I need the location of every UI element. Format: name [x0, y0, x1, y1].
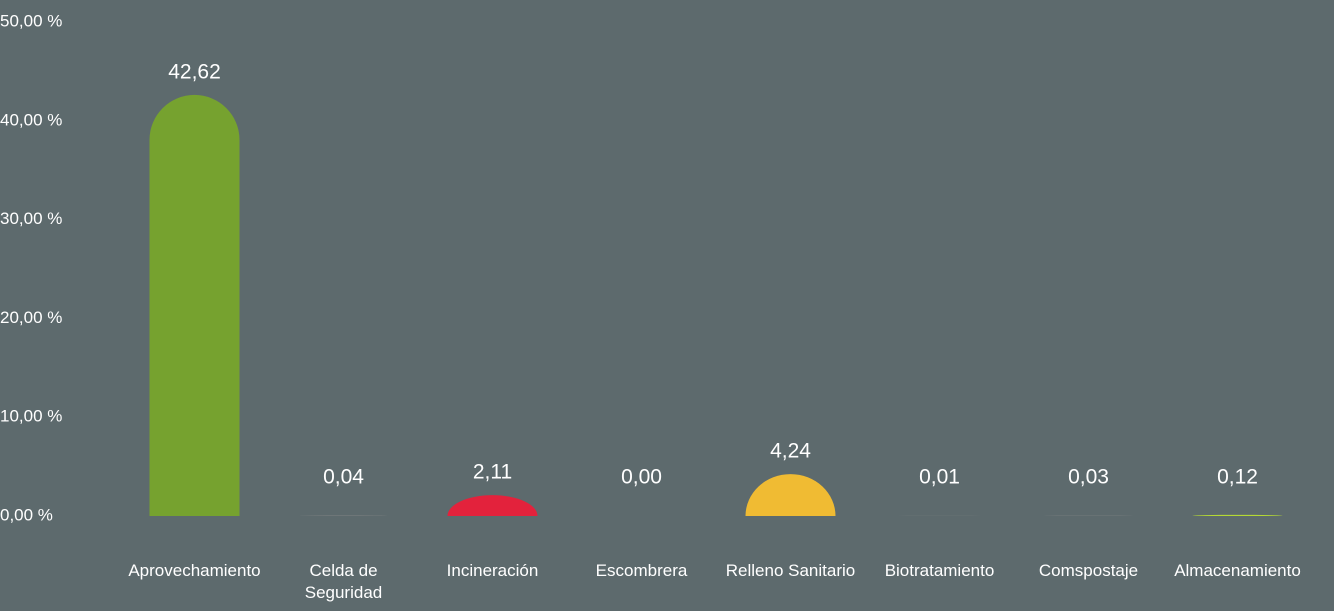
bar [745, 474, 836, 516]
x-tick-label: Relleno Sanitario [725, 561, 856, 580]
x-tick-label: Escombrera [595, 561, 688, 580]
x-tick-label: Celda de Seguridad [304, 561, 383, 602]
y-tick-label: 0,00 % [0, 505, 53, 524]
value-label: 0,03 [1068, 466, 1109, 489]
y-tick-label: 30,00 % [0, 209, 62, 228]
value-label: 0,00 [621, 466, 662, 489]
value-label: 0,01 [919, 466, 960, 489]
bar [1192, 514, 1283, 516]
value-label: 0,12 [1217, 466, 1258, 489]
value-label: 2,11 [473, 461, 512, 484]
y-tick-label: 50,00 % [0, 11, 62, 30]
x-tick-label: Biotratamiento [884, 561, 995, 580]
x-tick-label: Almacenamiento [1174, 561, 1301, 580]
value-label: 42,62 [168, 60, 221, 83]
x-tick-label: Comspostaje [1038, 561, 1139, 580]
value-label: 0,04 [323, 466, 364, 489]
y-tick-label: 40,00 % [0, 110, 62, 129]
y-tick-label: 10,00 % [0, 407, 62, 426]
bar [447, 495, 538, 516]
bar [149, 94, 240, 516]
y-tick-label: 20,00 % [0, 308, 62, 327]
value-label: 4,24 [770, 440, 811, 463]
x-tick-label: Aprovechamiento [128, 561, 261, 580]
x-tick-label: Incineración [446, 561, 539, 580]
